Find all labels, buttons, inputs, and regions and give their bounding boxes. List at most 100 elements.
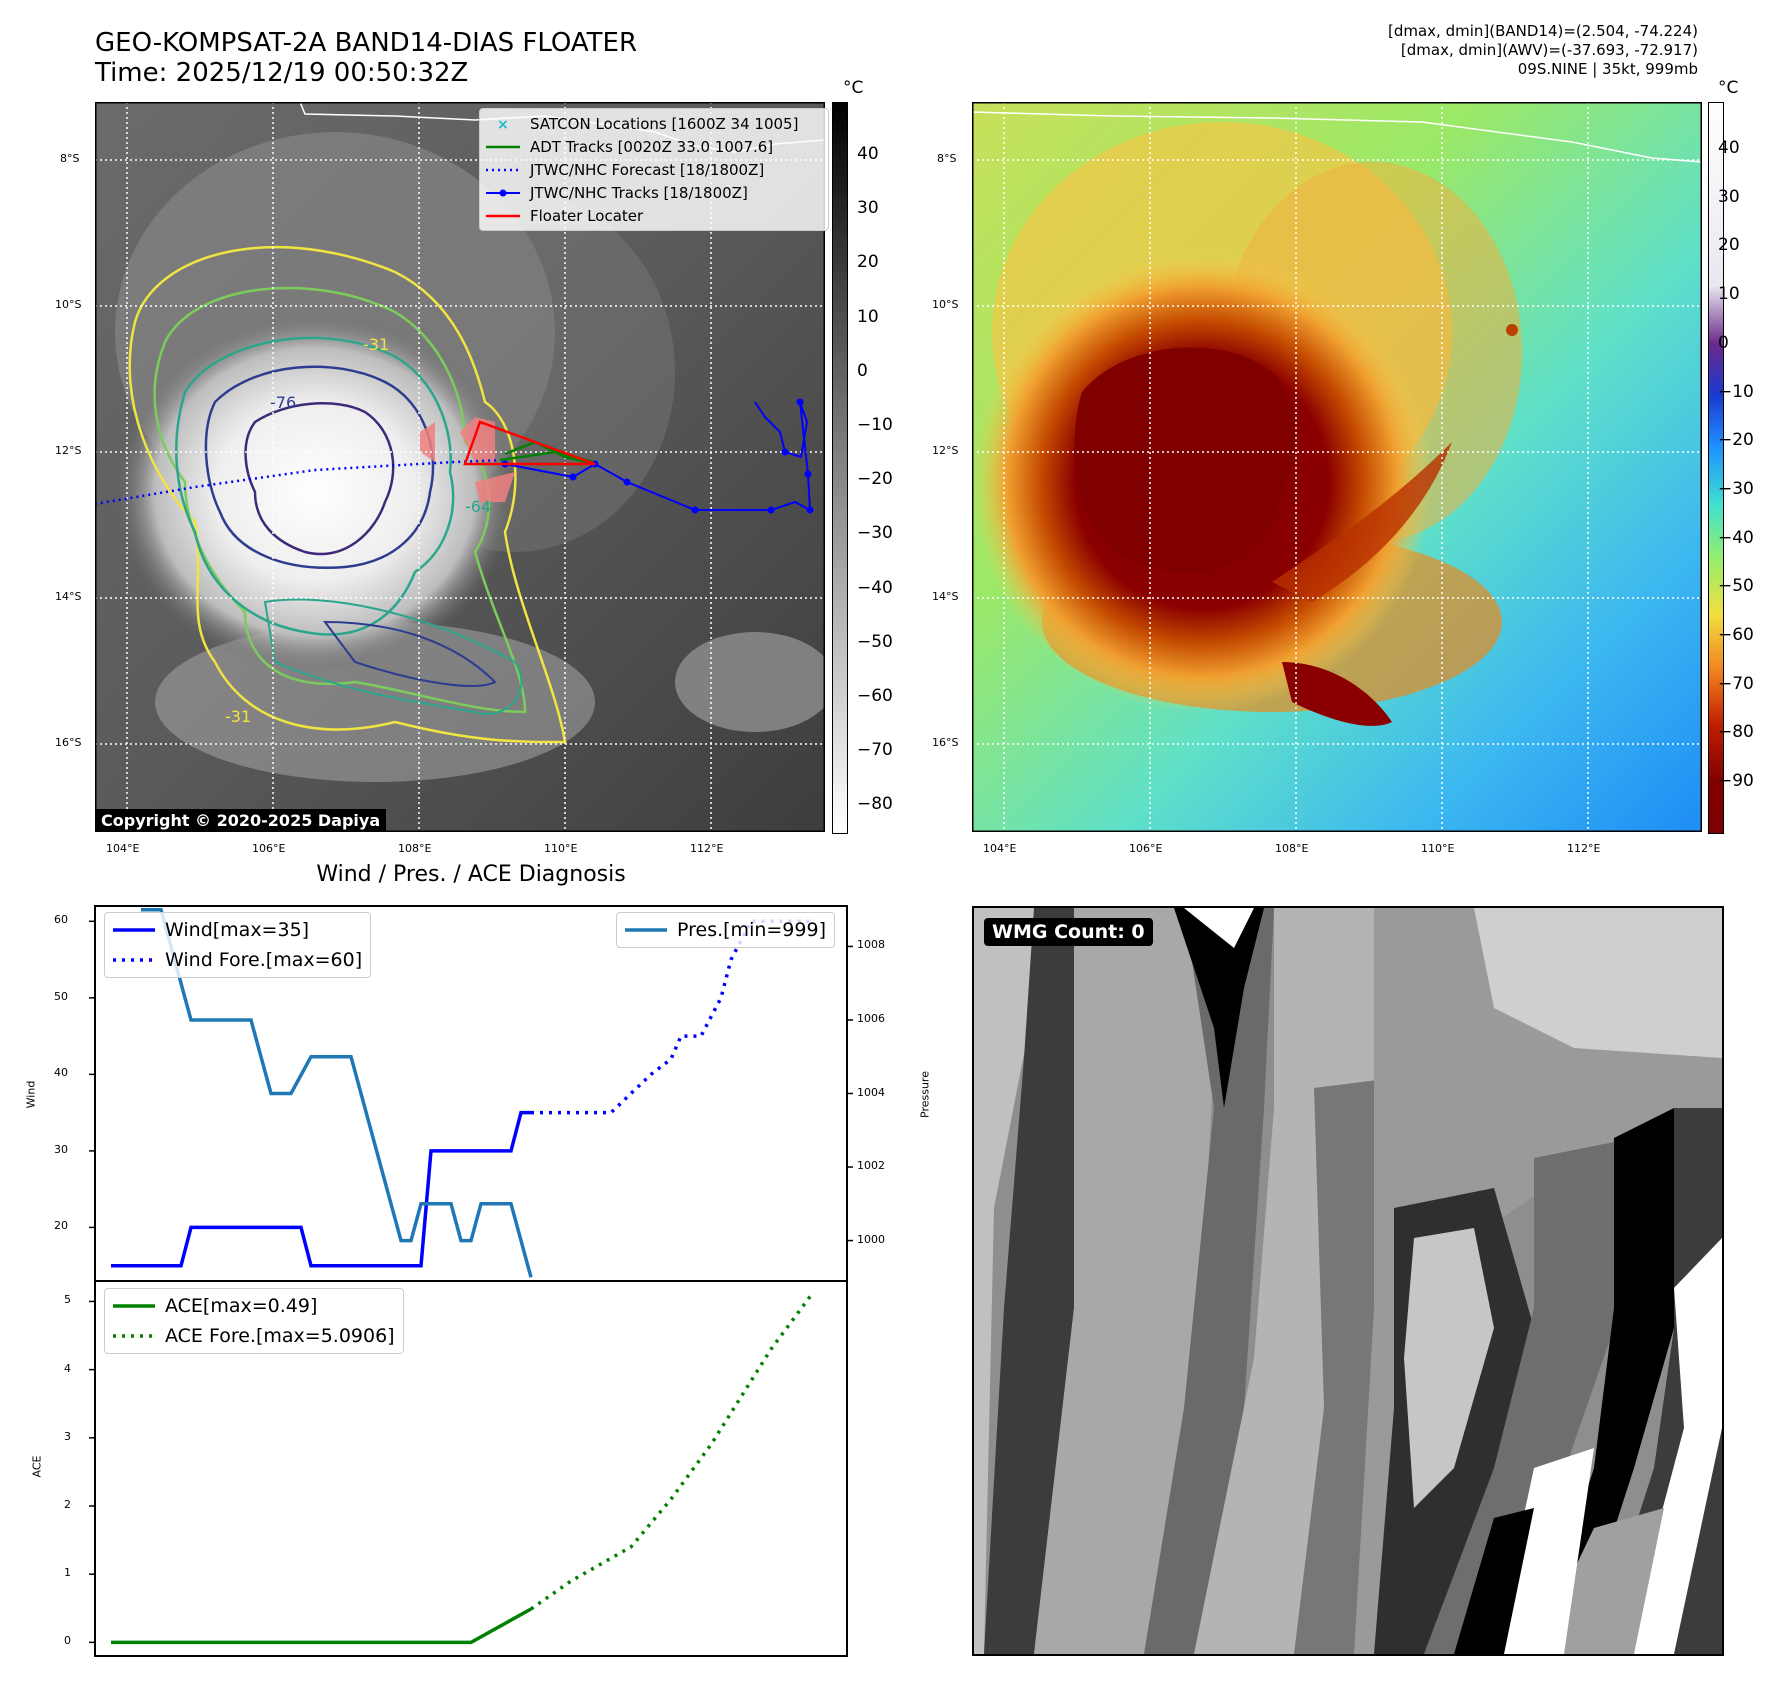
legend-ace-fore-label: ACE Fore.[max=5.0906] [165, 1325, 395, 1347]
color-colorbar [1708, 102, 1724, 834]
pressure-line-icon [625, 928, 667, 932]
gray-colorbar-tick: 30 [857, 198, 879, 219]
legend-ace: ACE[max=0.49] [113, 1291, 395, 1321]
lon-label: 108°E [1275, 842, 1309, 855]
lat-label: 8°S [60, 152, 80, 165]
gray-colorbar-tick: −50 [857, 631, 893, 652]
contour-label: -31 [363, 335, 389, 354]
wind-tick: 60 [54, 913, 68, 927]
wind-line-icon [113, 928, 155, 932]
color-ir-panel [971, 101, 1703, 833]
color-colorbar-tick: 20 [1718, 235, 1740, 256]
wind-tick: 40 [54, 1066, 68, 1080]
copyright: Copyright © 2020-2025 Dapiya [95, 809, 387, 832]
legend-ace-fore: ACE Fore.[max=5.0906] [113, 1321, 395, 1351]
gray-colorbar-tick: 40 [857, 144, 879, 164]
title-line-satellite: GEO-KOMPSAT-2A BAND14-DIAS FLOATER [95, 28, 638, 58]
ace-dotted-icon [113, 1334, 155, 1338]
ace-ylabel: ACE [30, 1455, 44, 1478]
gray-colorbar-tick: 10 [857, 306, 879, 327]
ace-tick: 2 [64, 1498, 71, 1511]
color-colorbar-tick: −50 [1718, 576, 1754, 597]
color-gridlines [972, 102, 1702, 832]
lon-label: 104°E [983, 842, 1017, 855]
ace-line-icon [113, 1304, 155, 1308]
ace-tick: 5 [64, 1293, 71, 1307]
color-colorbar-tick: 30 [1718, 186, 1740, 207]
pressure-tick: 1000 [857, 1232, 885, 1246]
gray-colorbar-tick: −10 [857, 415, 893, 435]
satcon-x-icon: × [497, 118, 509, 130]
lon-label: 108°E [398, 842, 432, 855]
lat-label: 12°S [55, 444, 82, 457]
lat-label: 10°S [55, 298, 82, 311]
color-colorbar-tick: −30 [1718, 478, 1754, 499]
contour-label: -64 [465, 497, 491, 516]
lat-label: 8°S [937, 152, 957, 165]
wmg-panel: WMG Count: 0 [972, 906, 1724, 1656]
legend-jtwc-tracks: JTWC/NHC Tracks [18/1800Z] [486, 181, 822, 204]
lon-label: 112°E [1567, 842, 1601, 855]
legend-wind: Wind[max=35] [113, 915, 362, 945]
legend-wind-fore-label: Wind Fore.[max=60] [165, 949, 363, 971]
lon-label: 106°E [1129, 842, 1163, 855]
ace-axes [94, 1280, 848, 1657]
pressure-ylabel: Pressure [918, 1071, 932, 1118]
color-ir-image [971, 101, 1703, 833]
lon-label: 112°E [690, 842, 724, 855]
wind-forecast-line [531, 919, 811, 1115]
color-colorbar-unit: °C [1718, 78, 1739, 98]
info-storm: 09S.NINE | 35kt, 999mb [1517, 60, 1698, 78]
legend-floater-label: Floater Locater [530, 206, 644, 225]
wind-legend: Wind[max=35] Wind Fore.[max=60] [104, 912, 372, 978]
adt-line-icon [486, 145, 520, 148]
legend-satcon-label: SATCON Locations [1600Z 34 1005] [530, 114, 799, 133]
color-colorbar-tick: −90 [1718, 771, 1754, 792]
color-colorbar-tick: 10 [1718, 284, 1740, 305]
pressure-legend: Pres.[min=999] [616, 912, 835, 948]
wind-tick: 20 [54, 1219, 68, 1233]
lat-label: 12°S [932, 444, 959, 457]
ace-tick: 4 [64, 1361, 71, 1375]
legend-jtwc-forecast: JTWC/NHC Forecast [18/1800Z] [486, 158, 822, 181]
lat-label: 14°S [932, 590, 959, 603]
gray-colorbar-tick: −40 [857, 577, 893, 598]
ace-tick: 3 [64, 1429, 71, 1443]
wind-series-line [111, 1110, 531, 1268]
legend-wind-label: Wind[max=35] [165, 919, 310, 941]
wind-dotted-icon [113, 958, 155, 962]
title-line-time: Time: 2025/12/19 00:50:32Z [95, 58, 469, 88]
lon-label: 110°E [1421, 842, 1455, 855]
gray-colorbar-tick: −20 [857, 469, 893, 490]
legend-floater: Floater Locater [486, 204, 822, 227]
pressure-tick: 1004 [857, 1085, 885, 1099]
gray-colorbar-tick: −30 [857, 523, 893, 544]
lat-label: 16°S [55, 736, 82, 749]
ace-legend: ACE[max=0.49] ACE Fore.[max=5.0906] [104, 1288, 404, 1354]
color-colorbar-tick: −10 [1718, 381, 1754, 402]
lat-label: 16°S [932, 736, 959, 749]
wmg-image [974, 908, 1722, 1654]
color-colorbar-tick: 0 [1718, 332, 1729, 353]
diagnosis-title: Wind / Pres. / ACE Diagnosis [316, 862, 626, 887]
lon-label: 106°E [252, 842, 286, 855]
legend-pres: Pres.[min=999] [625, 915, 826, 945]
legend-adt: ADT Tracks [0020Z 33.0 1007.6] [486, 135, 822, 158]
wind-ylabel: Wind [24, 1080, 38, 1109]
lon-label: 110°E [544, 842, 578, 855]
gray-legend: × SATCON Locations [1600Z 34 1005] ADT T… [479, 108, 829, 231]
floater-line-icon [486, 214, 520, 217]
track-line-dot-icon [486, 189, 520, 196]
figure-title: GEO-KOMPSAT-2A BAND14-DIAS FLOATER Time:… [95, 28, 637, 88]
contour-label: -76 [270, 393, 296, 412]
ace-tick: 0 [64, 1634, 71, 1648]
gray-colorbar-tick: −70 [857, 740, 893, 761]
pressure-tick: 1006 [857, 1011, 885, 1025]
lat-label: 14°S [55, 590, 82, 603]
legend-pres-label: Pres.[min=999] [677, 919, 826, 941]
pressure-tick: 1008 [857, 938, 885, 952]
color-colorbar-tick: −20 [1718, 430, 1754, 451]
jtwc-best-track [501, 398, 814, 514]
color-colorbar-tick: −40 [1718, 527, 1754, 548]
